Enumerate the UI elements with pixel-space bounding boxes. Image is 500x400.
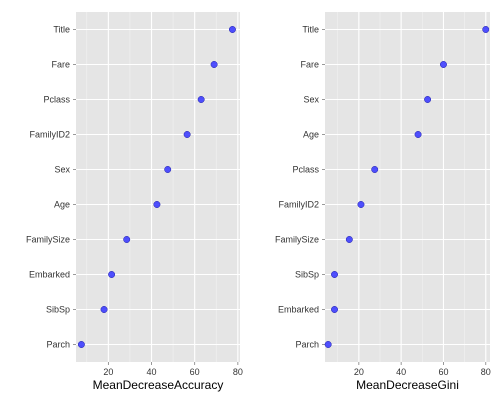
y-tick-label: Pclass: [43, 95, 70, 105]
data-point: [183, 131, 191, 138]
y-tick-label: Embarked: [29, 270, 70, 280]
data-point: [371, 166, 379, 173]
data-point: [357, 201, 365, 208]
data-point: [424, 96, 432, 103]
data-point: [228, 26, 236, 33]
x-tick-label: 60: [438, 367, 448, 377]
data-point: [153, 201, 161, 208]
data-point: [440, 61, 447, 68]
data-point: [100, 306, 108, 313]
panel-background: [325, 12, 490, 362]
data-point: [123, 236, 131, 243]
x-axis-title: MeanDecreaseAccuracy: [93, 378, 224, 392]
y-tick-label: Age: [54, 200, 70, 210]
y-tick-label: Parch: [295, 340, 319, 350]
y-tick-label: Fare: [51, 60, 70, 70]
y-tick-label: Title: [302, 25, 319, 35]
y-tick-label: SibSp: [295, 270, 319, 280]
data-point: [482, 26, 490, 33]
data-point: [331, 271, 338, 278]
y-tick-label: Fare: [300, 60, 319, 70]
y-tick-label: Parch: [46, 340, 70, 350]
x-tick-label: 40: [147, 367, 157, 377]
x-tick-label: 80: [481, 367, 491, 377]
y-tick-label: FamilySize: [275, 235, 319, 245]
y-tick-label: FamilyID2: [278, 200, 319, 210]
data-point: [414, 131, 422, 138]
data-point: [324, 341, 332, 348]
x-tick-label: 40: [396, 367, 406, 377]
y-tick-label: Sex: [303, 95, 319, 105]
data-point: [108, 271, 116, 278]
gini-panel: Title Fare Sex Age Pclass FamilyID2 FamilySize…: [275, 12, 491, 392]
data-point: [197, 96, 205, 103]
y-tick-label: Sex: [54, 165, 70, 175]
data-point: [164, 166, 172, 173]
data-point: [345, 236, 353, 243]
y-tick-label: Title: [53, 25, 70, 35]
x-axis-title: MeanDecreaseGini: [356, 378, 459, 392]
x-tick-label: 20: [354, 367, 364, 377]
panel-background: [76, 12, 240, 362]
y-tick-label: Pclass: [292, 165, 319, 175]
data-point: [77, 341, 85, 348]
x-tick-label: 60: [190, 367, 200, 377]
y-tick-label: Age: [303, 130, 319, 140]
y-tick-label: Embarked: [278, 305, 319, 315]
y-tick-label: SibSp: [46, 305, 70, 315]
accuracy-panel: Title Fare Pclass FamilyID2 Sex Age FamilySize…: [26, 12, 243, 392]
y-tick-label: FamilySize: [26, 235, 70, 245]
x-tick-label: 80: [233, 367, 243, 377]
y-tick-label: FamilyID2: [29, 130, 70, 140]
data-point: [331, 306, 338, 313]
x-tick-label: 20: [103, 367, 113, 377]
data-point: [210, 61, 218, 68]
